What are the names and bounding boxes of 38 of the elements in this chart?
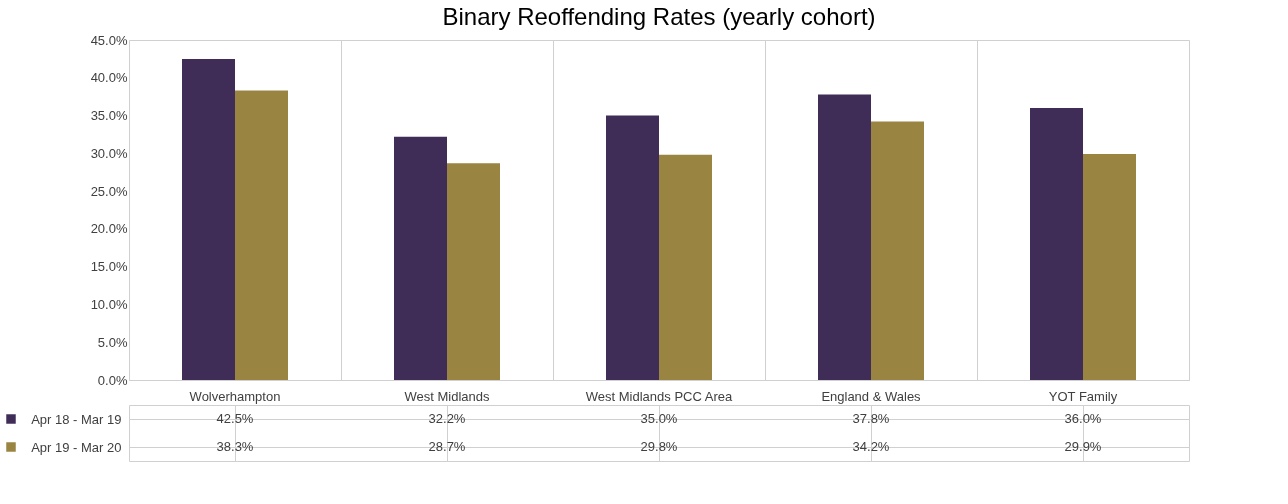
data-label: 37.8% <box>852 411 890 426</box>
legend-label: Apr 18 - Mar 19 <box>31 411 122 427</box>
data-label: 34.2% <box>852 439 890 454</box>
y-tick-label: 0.0% <box>97 372 128 388</box>
bar <box>606 115 659 380</box>
y-tick-label: 25.0% <box>90 183 128 199</box>
bar <box>871 121 924 380</box>
data-label: 38.3% <box>216 439 254 454</box>
x-tick-label: West Midlands <box>404 388 491 404</box>
y-tick-label: 20.0% <box>90 221 128 237</box>
bar <box>1083 154 1136 380</box>
y-tick-label: 15.0% <box>90 259 128 275</box>
data-label: 42.5% <box>216 411 254 426</box>
bar <box>394 136 447 380</box>
y-tick-label: 10.0% <box>90 296 128 312</box>
legend-label: Apr 19 - Mar 20 <box>31 439 122 455</box>
data-label: 32.2% <box>428 411 466 426</box>
data-label: 29.9% <box>1064 439 1102 454</box>
data-label: 36.0% <box>1064 411 1102 426</box>
data-label: 29.8% <box>640 439 678 454</box>
data-label: 28.7% <box>428 439 466 454</box>
y-tick-label: 40.0% <box>90 70 128 86</box>
y-tick-label: 45.0% <box>90 32 128 48</box>
bar <box>235 90 288 380</box>
y-tick-label: 5.0% <box>97 334 128 350</box>
x-tick-label: Wolverhampton <box>189 388 281 404</box>
bar <box>1030 108 1083 380</box>
chart-title: Binary Reoffending Rates (yearly cohort) <box>442 3 876 30</box>
x-tick-label: YOT Family <box>1048 388 1118 404</box>
data-label: 35.0% <box>640 411 678 426</box>
bar <box>182 58 235 380</box>
x-tick-label: England & Wales <box>821 388 922 404</box>
bar <box>818 94 871 380</box>
bar <box>447 163 500 380</box>
bar <box>659 154 712 380</box>
y-tick-label: 30.0% <box>90 145 128 161</box>
y-tick-label: 35.0% <box>90 108 128 124</box>
x-tick-label: West Midlands PCC Area <box>585 388 733 404</box>
